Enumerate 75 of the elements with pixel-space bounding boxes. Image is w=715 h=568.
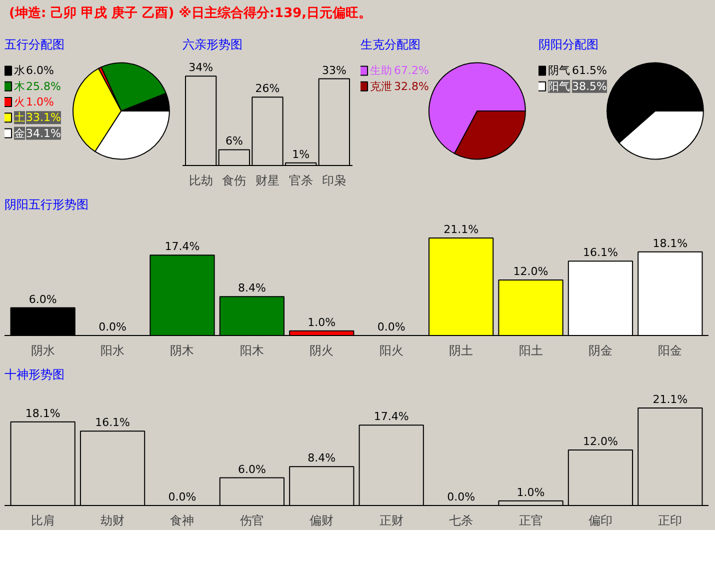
data-label: 1%	[292, 148, 310, 161]
data-label: 12.0%	[513, 265, 548, 278]
data-label: 16.1%	[582, 246, 618, 260]
x-tick-label: 阳木	[240, 344, 264, 358]
x-tick-label: 比肩	[30, 514, 55, 528]
data-label: 17.4%	[164, 240, 200, 254]
data-label: 25.8%	[26, 80, 61, 93]
data-label: 6.0%	[238, 462, 266, 476]
x-tick-label: 阴水	[30, 344, 55, 358]
data-label: 1.0%	[308, 316, 336, 329]
chart-title: 六亲形势图	[182, 38, 242, 52]
x-tick-label: 阴土	[449, 344, 474, 358]
data-label: 21.1%	[652, 392, 688, 406]
x-tick-label: 阳水	[100, 344, 125, 358]
data-label: 33%	[322, 64, 346, 77]
legend-label: 阳气	[548, 80, 570, 93]
data-label: 34.1%	[26, 126, 61, 140]
data-label: 26%	[255, 82, 280, 96]
data-label: 6%	[225, 134, 243, 148]
x-tick-label: 印枭	[322, 174, 346, 188]
x-tick-label: 食神	[170, 514, 194, 528]
legend-label: 生助	[370, 64, 392, 78]
x-tick-label: 财星	[256, 174, 280, 188]
data-label: 33.1%	[26, 111, 61, 124]
x-tick-label: 阳火	[379, 344, 404, 358]
data-label: 38.5%	[572, 80, 607, 93]
x-tick-label: 正财	[379, 514, 404, 528]
chart-title: 阴阳五行形势图	[4, 198, 88, 212]
x-tick-label: 阴金	[588, 344, 612, 358]
data-label: 1.0%	[516, 486, 545, 499]
data-label: 21.1%	[444, 222, 479, 236]
chart-title: 十神形势图	[4, 368, 64, 382]
data-label: 8.4%	[308, 452, 336, 465]
data-label: 0.0%	[447, 490, 476, 504]
data-label: 6.0%	[28, 292, 57, 306]
data-label: 34%	[188, 61, 214, 74]
data-label: 0.0%	[98, 320, 127, 334]
x-tick-label: 比劫	[188, 174, 213, 188]
x-tick-label: 偏印	[588, 514, 612, 528]
data-label: 61.5%	[572, 64, 607, 78]
x-tick-label: 伤官	[240, 514, 264, 528]
legend-label: 克泄	[370, 80, 392, 93]
data-label: 32.8%	[394, 80, 429, 93]
x-tick-label: 正印	[658, 514, 682, 528]
x-tick-label: 偏财	[310, 514, 334, 528]
x-tick-label: 正官	[518, 514, 543, 528]
legend-label: 火	[14, 95, 26, 108]
chart-title: 生克分配图	[360, 38, 420, 52]
x-tick-label: 食伤	[222, 174, 246, 188]
data-label: 12.0%	[582, 435, 618, 448]
chart-title: 五行分配图	[4, 38, 64, 52]
legend-label: 水	[14, 64, 26, 78]
data-label: 8.4%	[238, 282, 266, 295]
x-tick-label: 阳土	[518, 344, 543, 358]
legend-label: 土	[14, 111, 26, 124]
data-label: 16.1%	[95, 416, 130, 430]
x-tick-label: 阳金	[658, 344, 682, 358]
legend-label: 木	[14, 80, 26, 93]
data-label: 17.4%	[374, 410, 409, 424]
x-tick-label: 官杀	[288, 174, 313, 188]
legend-label: 阴气	[548, 64, 570, 78]
text: (坤造: 己卯 甲戌 庚子 乙酉) ※日主综合得分:139,日元偏旺。	[9, 5, 372, 23]
legend-label: 金	[14, 126, 26, 140]
chart-title: 阴阳分配图	[538, 38, 598, 52]
data-label: 0.0%	[168, 490, 196, 504]
data-label: 67.2%	[394, 64, 429, 78]
data-label: 18.1%	[25, 406, 60, 420]
data-label: 18.1%	[652, 236, 688, 250]
x-tick-label: 七杀	[449, 514, 474, 528]
x-tick-label: 劫财	[100, 514, 125, 528]
data-label: 6.0%	[26, 64, 54, 78]
data-label: 0.0%	[377, 320, 406, 334]
x-tick-label: 阴木	[170, 344, 194, 358]
data-label: 1.0%	[26, 95, 54, 108]
x-tick-label: 阴火	[310, 344, 334, 358]
